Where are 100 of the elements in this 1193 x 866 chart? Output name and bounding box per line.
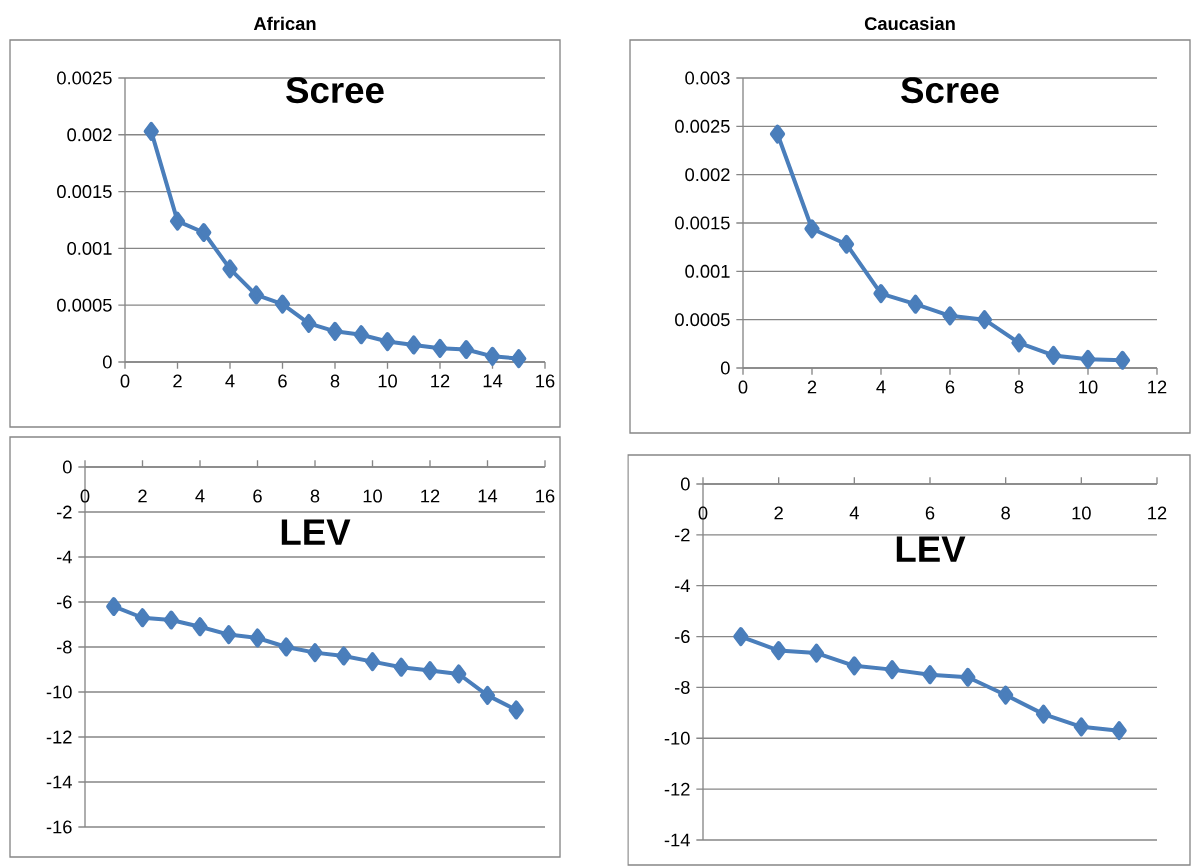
point (364, 652, 381, 672)
point (960, 667, 976, 687)
y-tick-label: -12 (46, 730, 72, 744)
y-tick-label: -4 (674, 579, 690, 593)
point (846, 656, 862, 676)
y-tick-label: -8 (56, 640, 72, 654)
point (163, 610, 179, 630)
y-tick-label: -2 (674, 528, 690, 542)
y-tick-label: -2 (56, 505, 72, 519)
point (884, 660, 900, 680)
y-tick-label: 0.0005 (675, 313, 730, 327)
y-tick-label: 0.0025 (675, 119, 730, 133)
y-tick-label: 0.0015 (675, 216, 730, 230)
chart-title: Scree (901, 77, 999, 104)
point (379, 332, 396, 352)
x-tick-label: 0 (738, 380, 748, 394)
x-tick-label: 6 (925, 506, 935, 520)
x-tick-label: 8 (1014, 380, 1024, 394)
point (873, 284, 889, 304)
point (479, 685, 496, 705)
y-tick-label: 0.0015 (57, 185, 112, 199)
x-tick-label: 16 (536, 374, 555, 388)
x-tick-label: 12 (421, 489, 440, 503)
x-tick-label: 12 (1148, 380, 1167, 394)
x-tick-label: 14 (478, 489, 498, 503)
y-tick-label: 0.003 (685, 71, 730, 85)
x-tick-label: 6 (253, 489, 262, 503)
point (769, 124, 786, 144)
point (458, 339, 474, 359)
point (808, 643, 825, 663)
y-tick-label: -10 (46, 685, 72, 699)
y-tick-label: -6 (56, 595, 72, 609)
chart-title: Scree (286, 77, 384, 104)
x-tick-label: 10 (378, 374, 397, 388)
x-tick-label: 12 (431, 374, 450, 388)
y-tick-label: -14 (46, 775, 72, 789)
point (907, 294, 924, 314)
x-tick-label: 8 (310, 489, 320, 503)
x-tick-label: 14 (483, 374, 503, 388)
y-tick-label: 0.001 (67, 241, 112, 255)
text: Caucasian (864, 16, 955, 31)
point (771, 641, 787, 661)
y-tick-label: 0 (720, 361, 730, 375)
y-tick-label: 0.002 (67, 128, 112, 142)
point (327, 321, 343, 341)
x-tick-label: 10 (363, 489, 382, 503)
x-tick-label: 0 (120, 374, 130, 388)
x-tick-label: 4 (225, 374, 235, 388)
text: LEV (896, 536, 966, 562)
point (1080, 349, 1096, 369)
point (511, 349, 527, 369)
point (274, 294, 291, 314)
point (143, 121, 159, 141)
x-tick-label: 8 (1001, 506, 1010, 520)
x-tick-label: 4 (876, 380, 886, 394)
text: LEV (281, 519, 351, 545)
point (432, 338, 448, 358)
y-tick-label: -8 (674, 680, 690, 694)
y-tick-label: -4 (56, 550, 72, 564)
point (998, 685, 1014, 705)
point (1035, 704, 1052, 724)
y-tick-label: -16 (46, 820, 72, 834)
y-tick-label: 0 (62, 460, 72, 474)
y-tick-label: 0.002 (685, 168, 730, 182)
y-tick-label: 0.0025 (57, 71, 112, 85)
y-tick-label: 0.001 (685, 264, 730, 278)
point (451, 664, 467, 684)
y-tick-label: -10 (664, 731, 690, 745)
point (942, 306, 958, 326)
x-tick-label: 2 (807, 380, 817, 394)
point (196, 222, 212, 242)
point (307, 643, 323, 663)
point (336, 646, 352, 666)
x-tick-label: 10 (1079, 380, 1098, 394)
y-tick-label: 0 (102, 355, 112, 369)
point (1111, 721, 1127, 741)
point (192, 617, 208, 637)
text: African (253, 16, 316, 31)
point (353, 325, 369, 345)
point (804, 219, 820, 239)
x-tick-label: 2 (173, 374, 182, 388)
point (169, 211, 186, 231)
x-tick-label: 6 (945, 380, 955, 394)
point (1114, 350, 1131, 370)
x-tick-label: 2 (138, 489, 147, 503)
point (922, 665, 938, 685)
point (248, 285, 264, 305)
x-tick-label: 4 (195, 489, 205, 503)
x-tick-label: 8 (330, 374, 340, 388)
y-tick-label: -6 (674, 630, 690, 644)
y-tick-label: 0 (680, 477, 690, 491)
x-tick-label: 4 (849, 506, 859, 520)
point (1011, 333, 1027, 353)
point (1045, 345, 1062, 365)
point (278, 637, 294, 657)
point (484, 346, 501, 366)
x-tick-label: 12 (1148, 506, 1167, 520)
y-tick-label: -12 (664, 782, 690, 796)
point (222, 259, 238, 279)
x-tick-label: 6 (278, 374, 287, 388)
